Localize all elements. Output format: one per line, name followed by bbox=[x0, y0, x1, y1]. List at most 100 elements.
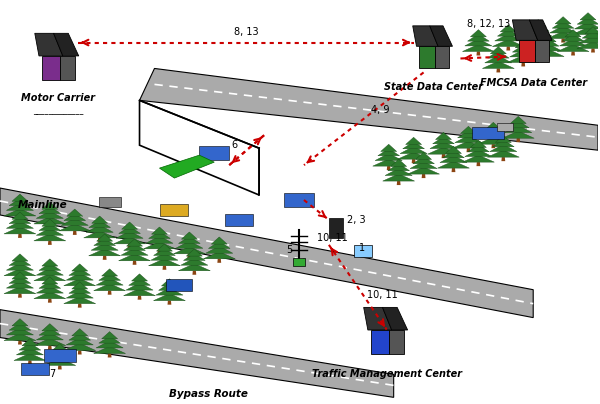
Polygon shape bbox=[532, 49, 564, 57]
Polygon shape bbox=[389, 330, 404, 354]
Polygon shape bbox=[22, 339, 38, 346]
Polygon shape bbox=[586, 35, 590, 38]
Polygon shape bbox=[547, 32, 579, 38]
Polygon shape bbox=[158, 249, 161, 253]
Polygon shape bbox=[137, 296, 142, 300]
Polygon shape bbox=[161, 279, 178, 286]
Polygon shape bbox=[373, 159, 404, 166]
Text: 8, 13: 8, 13 bbox=[234, 27, 259, 36]
Polygon shape bbox=[39, 281, 61, 288]
Polygon shape bbox=[521, 63, 525, 66]
Polygon shape bbox=[400, 146, 427, 154]
Polygon shape bbox=[167, 301, 172, 305]
Polygon shape bbox=[506, 46, 510, 50]
Polygon shape bbox=[36, 268, 64, 275]
Polygon shape bbox=[193, 271, 196, 275]
Polygon shape bbox=[437, 161, 469, 168]
FancyBboxPatch shape bbox=[160, 204, 188, 216]
Polygon shape bbox=[18, 216, 22, 220]
Polygon shape bbox=[538, 39, 559, 46]
Polygon shape bbox=[108, 291, 112, 295]
Polygon shape bbox=[580, 13, 596, 20]
Polygon shape bbox=[381, 144, 397, 152]
Polygon shape bbox=[428, 147, 460, 154]
Polygon shape bbox=[158, 283, 180, 290]
Polygon shape bbox=[124, 288, 155, 296]
Polygon shape bbox=[64, 343, 95, 351]
FancyBboxPatch shape bbox=[225, 214, 253, 226]
Polygon shape bbox=[465, 39, 492, 46]
Polygon shape bbox=[49, 348, 71, 355]
Text: 5: 5 bbox=[286, 245, 292, 255]
Polygon shape bbox=[577, 17, 599, 24]
Text: 4, 9: 4, 9 bbox=[371, 105, 389, 115]
Polygon shape bbox=[143, 242, 175, 249]
Polygon shape bbox=[72, 328, 88, 336]
Polygon shape bbox=[156, 288, 183, 295]
Text: Mainline: Mainline bbox=[18, 200, 68, 210]
Polygon shape bbox=[14, 353, 46, 360]
Polygon shape bbox=[7, 328, 34, 335]
FancyBboxPatch shape bbox=[329, 218, 343, 238]
Polygon shape bbox=[398, 152, 430, 159]
Polygon shape bbox=[9, 198, 31, 206]
Polygon shape bbox=[467, 145, 489, 152]
Polygon shape bbox=[410, 161, 437, 168]
Polygon shape bbox=[12, 212, 28, 219]
Polygon shape bbox=[485, 56, 512, 63]
Text: 1: 1 bbox=[359, 243, 365, 253]
Polygon shape bbox=[463, 44, 494, 51]
Polygon shape bbox=[108, 354, 112, 358]
Polygon shape bbox=[524, 29, 552, 36]
Polygon shape bbox=[508, 121, 529, 128]
Polygon shape bbox=[371, 330, 389, 354]
Polygon shape bbox=[154, 248, 175, 255]
Polygon shape bbox=[86, 225, 113, 232]
Polygon shape bbox=[430, 26, 452, 46]
Polygon shape bbox=[96, 278, 123, 285]
Polygon shape bbox=[443, 151, 464, 158]
Polygon shape bbox=[69, 286, 91, 293]
Polygon shape bbox=[519, 40, 535, 63]
Polygon shape bbox=[562, 34, 584, 41]
Polygon shape bbox=[116, 231, 143, 238]
Polygon shape bbox=[517, 138, 520, 142]
Polygon shape bbox=[465, 149, 492, 157]
Polygon shape bbox=[211, 237, 227, 244]
Polygon shape bbox=[113, 237, 146, 244]
Polygon shape bbox=[67, 209, 83, 216]
Polygon shape bbox=[470, 140, 487, 147]
Polygon shape bbox=[119, 226, 140, 234]
FancyBboxPatch shape bbox=[98, 197, 121, 207]
Polygon shape bbox=[502, 131, 534, 138]
Polygon shape bbox=[0, 188, 533, 318]
Text: 10, 11: 10, 11 bbox=[317, 233, 347, 243]
Polygon shape bbox=[491, 144, 495, 148]
Polygon shape bbox=[535, 40, 549, 63]
FancyBboxPatch shape bbox=[21, 364, 49, 375]
Polygon shape bbox=[497, 29, 519, 36]
Polygon shape bbox=[364, 307, 392, 330]
Polygon shape bbox=[66, 273, 93, 280]
Polygon shape bbox=[585, 27, 600, 34]
Polygon shape bbox=[48, 281, 52, 285]
Polygon shape bbox=[149, 231, 170, 238]
Polygon shape bbox=[69, 333, 91, 340]
Polygon shape bbox=[561, 38, 565, 42]
Polygon shape bbox=[34, 292, 66, 299]
FancyBboxPatch shape bbox=[44, 349, 76, 362]
Polygon shape bbox=[59, 224, 91, 231]
Polygon shape bbox=[442, 154, 445, 158]
Polygon shape bbox=[36, 211, 64, 218]
Polygon shape bbox=[522, 34, 554, 42]
Polygon shape bbox=[72, 264, 88, 271]
Polygon shape bbox=[18, 234, 22, 238]
Polygon shape bbox=[436, 133, 451, 139]
Polygon shape bbox=[509, 50, 537, 57]
Polygon shape bbox=[385, 168, 412, 175]
Polygon shape bbox=[478, 137, 509, 144]
FancyBboxPatch shape bbox=[166, 279, 193, 291]
Polygon shape bbox=[151, 227, 167, 234]
Polygon shape bbox=[140, 68, 598, 150]
Polygon shape bbox=[146, 236, 173, 243]
